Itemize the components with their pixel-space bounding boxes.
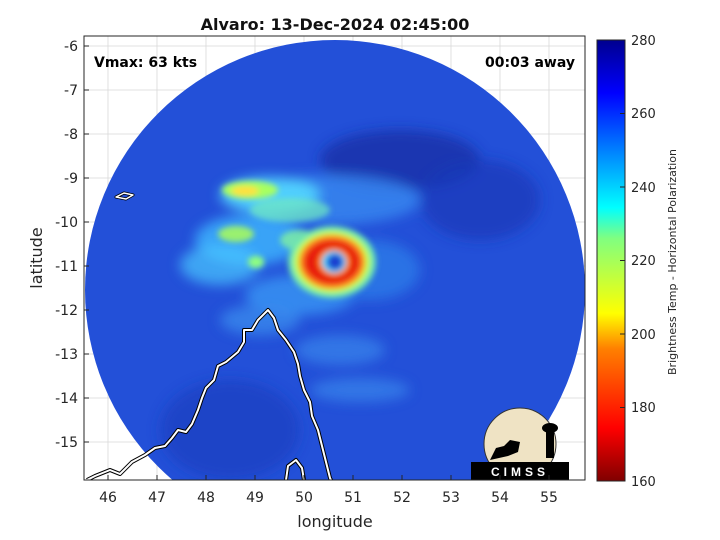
colorbar-tick-label: 280 xyxy=(631,34,656,49)
y-tick-label: -15 xyxy=(55,435,78,451)
y-tick-labels: -6 -7 -8 -9 -10 -11 -12 -13 -14 -15 xyxy=(55,39,78,451)
y-tick-label: -8 xyxy=(64,127,78,143)
x-tick-label: 47 xyxy=(148,490,166,506)
x-tick-label: 46 xyxy=(99,490,117,506)
y-tick-label: -11 xyxy=(55,259,78,275)
coastline xyxy=(86,191,334,480)
axes-frame xyxy=(83,35,586,481)
colorbar-label: Brightness Temp - Horizontal Polarizatio… xyxy=(666,149,679,375)
y-axis-label: latitude xyxy=(27,227,46,288)
x-tick-labels: 46 47 48 49 50 51 52 53 54 55 xyxy=(99,490,558,506)
colorbar-tick-label: 240 xyxy=(631,181,656,196)
y-tick-label: -12 xyxy=(55,303,78,319)
chart-title: Alvaro: 13-Dec-2024 02:45:00 xyxy=(201,15,470,34)
y-tick-label: -14 xyxy=(55,391,78,407)
x-tick-label: 55 xyxy=(540,490,558,506)
colorbar-tick-label: 220 xyxy=(631,254,656,269)
y-tick-label: -13 xyxy=(55,347,78,363)
logo-text: CIMSS xyxy=(491,465,549,479)
colorbar-tick-label: 200 xyxy=(631,328,656,343)
tick-marks xyxy=(84,45,550,480)
y-tick-label: -6 xyxy=(64,39,78,55)
colorbar-tick-label: 160 xyxy=(631,475,656,490)
away-label: 00:03 away xyxy=(485,55,575,71)
water-tower-icon xyxy=(546,428,554,458)
x-tick-label: 51 xyxy=(344,490,362,506)
colorbar: 280 260 240 220 200 180 160 Brightness T… xyxy=(596,34,679,490)
y-tick-label: -7 xyxy=(64,83,78,99)
colorbar-tick-label: 260 xyxy=(631,107,656,122)
x-axis-label: longitude xyxy=(297,512,372,531)
x-tick-label: 54 xyxy=(491,490,509,506)
y-tick-label: -9 xyxy=(64,171,78,187)
x-tick-label: 48 xyxy=(197,490,215,506)
cimss-logo: CIMSS xyxy=(471,407,569,481)
y-tick-label: -10 xyxy=(55,215,78,231)
x-tick-label: 53 xyxy=(442,490,460,506)
x-tick-label: 50 xyxy=(295,490,313,506)
x-tick-label: 49 xyxy=(246,490,264,506)
vmax-label: Vmax: 63 kts xyxy=(94,55,197,71)
satellite-dish-icon xyxy=(490,440,520,460)
x-tick-label: 52 xyxy=(393,490,411,506)
colorbar-tick-label: 180 xyxy=(631,401,656,416)
brightness-temp-swath xyxy=(85,40,585,480)
